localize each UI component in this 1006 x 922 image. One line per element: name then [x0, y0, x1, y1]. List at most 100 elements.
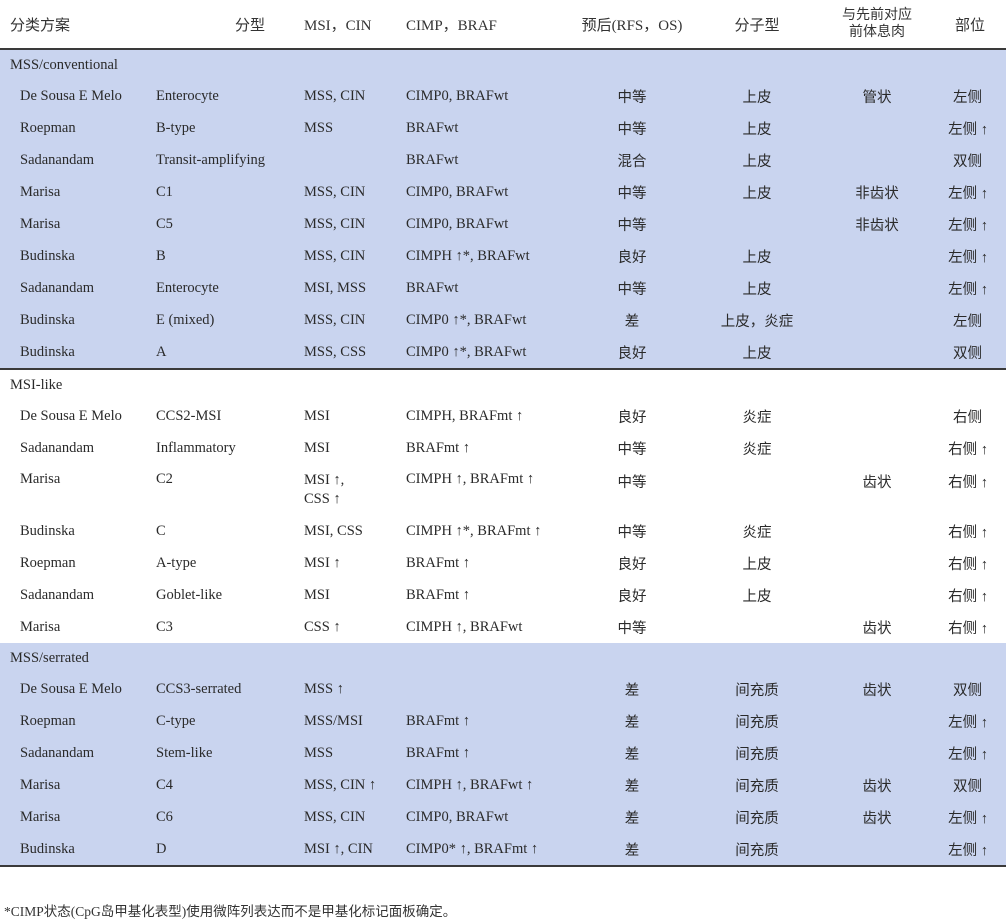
cell-cimp-braf: CIMPH ↑*, BRAFmt ↑ [406, 522, 542, 539]
cell-msi-cin: MSI, MSS [304, 279, 367, 296]
cell-precursor-polyp: 非齿状 [855, 185, 899, 202]
cell-cimp-braf: BRAFmt ↑ [406, 586, 471, 603]
cell-molecular: 上皮 [742, 185, 772, 202]
cell-molecular: 间充质 [694, 833, 820, 867]
cell-location: 左侧 [953, 313, 982, 330]
cell-location: 左侧 ↑ [948, 714, 988, 731]
table-row: Sadanandam Transit-amplifying BRAFwt 混合 上皮 双侧 [0, 144, 1006, 176]
header-prognosis: 预后(RFS，OS) [570, 0, 694, 50]
cell-prognosis: 中等 [617, 121, 647, 138]
cell-cimp-braf: CIMP0 ↑*, BRAFwt [406, 311, 527, 328]
cell-location: 左侧 ↑ [948, 185, 988, 202]
table-row: Roepman A-type MSI ↑ BRAFmt ↑ 良好 上皮 右侧 ↑ [0, 547, 1006, 579]
cell-prognosis: 良好 [617, 409, 647, 426]
cell-cimp-braf: CIMP0* ↑, BRAFmt ↑ [398, 833, 570, 867]
cell-prognosis: 差 [624, 810, 640, 827]
header-row: 分类方案 分型 MSI，CIN CIMP，BRAF 预后(RFS，OS) 分子型… [0, 0, 1006, 50]
cell-scheme: Marisa [20, 776, 61, 793]
cell-precursor-polyp: 管状 [862, 89, 892, 106]
cell-subtype: C2 [156, 471, 173, 487]
cell-location: 右侧 ↑ [948, 475, 988, 491]
cell-msi-cin: MSS, CIN [304, 311, 366, 328]
cell-subtype: E (mixed) [156, 311, 215, 328]
table-footnote: *CIMP状态(CpG岛甲基化表型)使用微阵列表达而不是甲基化标记面板确定。 [4, 904, 457, 919]
cell-subtype: Enterocyte [156, 87, 219, 104]
header-molecular: 分子型 [694, 0, 820, 50]
cell-subtype: Enterocyte [156, 279, 219, 296]
cell-precursor-polyp: 齿状 [862, 778, 892, 795]
cell-scheme: Budinska [20, 522, 75, 539]
cell-precursor-polyp: 齿状 [862, 620, 892, 637]
cell-cimp-braf: CIMPH ↑, BRAFmt ↑ [406, 471, 535, 487]
cell-molecular: 上皮 [742, 588, 772, 605]
cell-location: 双侧 [934, 336, 1006, 370]
cell-precursor-polyp [820, 432, 934, 464]
cell-precursor-polyp: 齿状 [862, 475, 892, 491]
cell-molecular [694, 464, 820, 515]
cell-cimp-braf: CIMPH ↑, BRAFwt [406, 618, 523, 635]
cell-precursor-polyp [820, 579, 934, 611]
cell-prognosis: 中等 [617, 475, 647, 491]
cell-scheme: Sadanandam [20, 439, 95, 456]
table-row: De Sousa E Melo CCS2-MSI MSI CIMPH, BRAFmt … [0, 400, 1006, 432]
cell-msi-cin: MSS, CIN [304, 247, 366, 264]
table-row: Budinska B MSS, CIN CIMPH ↑*, BRAFwt 良好 上皮 左侧 … [0, 240, 1006, 272]
group-label: MSS/conventional [10, 56, 118, 73]
cell-precursor-polyp [820, 400, 934, 432]
cell-msi-cin: MSI, CSS [304, 522, 363, 539]
cell-subtype: A-type [156, 554, 197, 571]
cell-cimp-braf: CIMPH, BRAFmt ↑ [406, 407, 524, 424]
cell-subtype: C1 [156, 183, 173, 200]
cell-molecular: 上皮 [742, 121, 772, 138]
cell-location: 左侧 ↑ [948, 249, 988, 266]
cell-subtype: Goblet-like [156, 586, 223, 603]
cell-msi-cin [304, 144, 398, 176]
cell-location: 右侧 ↑ [948, 441, 988, 458]
cell-prognosis: 中等 [617, 89, 647, 106]
header-msi-cin: MSI，CIN [304, 0, 398, 50]
cell-location: 左侧 ↑ [948, 810, 988, 827]
cell-msi-cin: MSS/MSI [304, 712, 363, 729]
cell-scheme: Sadanandam [20, 279, 95, 296]
group-header-row: MSI-like [0, 369, 1006, 400]
cell-prognosis: 良好 [617, 556, 647, 573]
cell-molecular: 炎症 [742, 524, 772, 541]
cell-scheme: Marisa [20, 618, 61, 635]
table-row: Sadanandam Enterocyte MSI, MSS BRAFwt 中等 上皮 左侧… [0, 272, 1006, 304]
cell-cimp-braf: CIMP0, BRAFwt [406, 87, 509, 104]
cell-prognosis: 中等 [617, 185, 647, 202]
group-mss-serrated: MSS/serrated De Sousa E Melo CCS3-serrated… [0, 643, 1006, 867]
table-row: Marisa C4 MSS, CIN ↑ CIMPH ↑, BRAFwt ↑ 差 间充质 齿… [0, 769, 1006, 801]
cell-scheme: Sadanandam [20, 586, 95, 603]
cell-precursor-polyp [820, 833, 934, 867]
subtype-comparison-table: 分类方案 分型 MSI，CIN CIMP，BRAF 预后(RFS，OS) 分子型… [0, 0, 1006, 867]
cell-msi-cin: MSI [304, 586, 330, 603]
cell-precursor-polyp: 齿状 [862, 810, 892, 827]
cell-location: 右侧 [953, 409, 982, 426]
group-header-row: MSS/conventional [0, 49, 1006, 80]
cell-scheme: Marisa [20, 471, 61, 487]
cell-location: 右侧 ↑ [948, 556, 988, 573]
header-scheme: 分类方案 [0, 0, 156, 50]
cell-location: 右侧 ↑ [948, 588, 988, 605]
cell-cimp-braf: BRAFwt [406, 151, 459, 168]
cell-molecular [694, 611, 820, 643]
cell-precursor-polyp [820, 112, 934, 144]
cell-location: 右侧 ↑ [948, 524, 988, 541]
cell-prognosis: 中等 [617, 620, 647, 637]
cell-scheme: Sadanandam [20, 744, 95, 761]
cell-scheme: Marisa [20, 183, 61, 200]
cell-cimp-braf: BRAFwt [406, 119, 459, 136]
cell-molecular: 间充质 [735, 778, 779, 795]
cell-msi-cin: MSI [304, 439, 330, 456]
header-precursor-polyp-line1: 与先前对应 [842, 8, 912, 23]
cell-cimp-braf: CIMP0, BRAFwt [406, 183, 509, 200]
cell-location: 左侧 ↑ [948, 281, 988, 298]
cell-prognosis: 差 [624, 682, 640, 699]
cell-msi-cin: MSS ↑ [304, 680, 344, 697]
cell-prognosis: 良好 [617, 588, 647, 605]
table-row: Marisa C5 MSS, CIN CIMP0, BRAFwt 中等 非齿状 左侧 ↑ [0, 208, 1006, 240]
cell-msi-cin: MSS [304, 744, 334, 761]
cell-molecular: 上皮 [742, 249, 772, 266]
